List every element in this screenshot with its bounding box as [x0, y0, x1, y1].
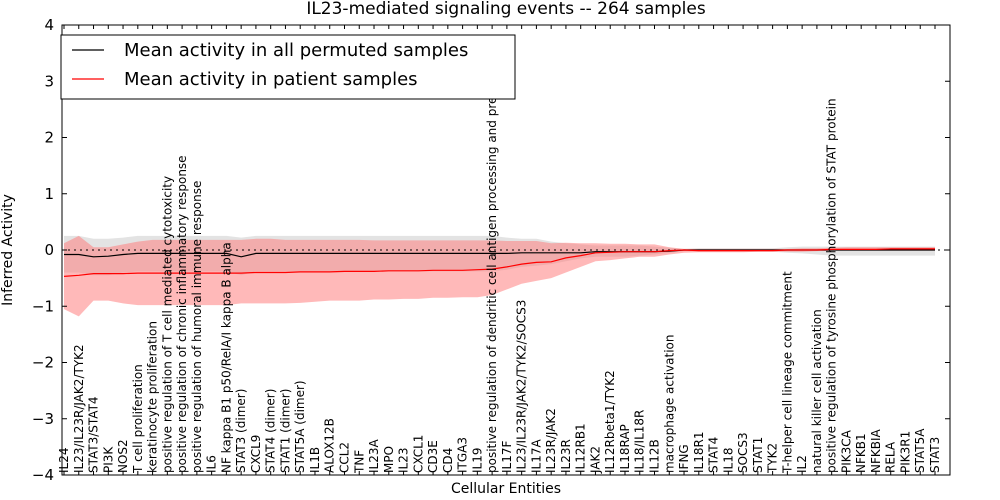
category-label: positive regulation of T cell mediated c…: [160, 176, 174, 473]
category-label: IL19: [470, 448, 484, 474]
category-label: natural killer cell activation: [810, 309, 824, 473]
legend-label-patient: Mean activity in patient samples: [124, 69, 418, 90]
x-ticks: [63, 25, 936, 475]
category-label: CD4: [441, 448, 455, 473]
category-label: STAT5A (dimer): [293, 380, 307, 473]
plot-frame: [61, 24, 951, 476]
x-axis-label: Cellular Entities: [451, 481, 561, 497]
category-label: IL2: [795, 455, 809, 473]
y-tick-label: −4: [32, 466, 54, 484]
category-label: NFKBIA: [869, 428, 883, 473]
line-patient-mean: [63, 248, 935, 277]
category-label: IL1B: [308, 447, 322, 473]
y-tick-label: 1: [44, 185, 54, 203]
category-label: STAT5A: [913, 428, 927, 473]
category-label: IL6: [205, 455, 219, 473]
category-label: CXCL1: [411, 435, 425, 473]
category-label: positive regulation of tyrosine phosphor…: [825, 98, 839, 473]
band-patient: [64, 235, 935, 317]
category-label: TNF: [352, 450, 366, 474]
category-label: IL23A: [367, 439, 381, 473]
category-label: STAT4 (dimer): [264, 389, 278, 473]
category-label: IL18R1: [692, 432, 706, 473]
category-label: STAT4: [707, 437, 721, 473]
y-tick-label: −2: [32, 354, 54, 372]
legend-box: [60, 34, 516, 100]
category-label: ITGA3: [456, 437, 470, 473]
category-label: IL23/IL23R/JAK2/TYK2/SOCS3: [515, 300, 529, 473]
category-label: NF kappa B1 p50/RelA/I kappa B alpha: [219, 242, 233, 473]
chart-title: IL23-mediated signaling events -- 264 sa…: [306, 0, 706, 19]
series-lines: [63, 248, 935, 277]
category-label: IL23R: [559, 439, 573, 473]
category-label: TYK2: [766, 443, 780, 474]
category-label: SOCS3: [736, 432, 750, 473]
category-label: CD3E: [426, 440, 440, 473]
legend: Mean activity in all permuted samples Me…: [60, 34, 516, 100]
category-label: keratinocyte proliferation: [146, 321, 160, 473]
category-label: PI3K: [101, 446, 115, 473]
category-label: STAT3: [928, 437, 942, 473]
y-axis-label: Inferred Activity: [0, 194, 16, 306]
category-label: T cell proliferation: [131, 364, 145, 474]
category-label: STAT3/STAT4: [87, 396, 101, 473]
category-label: IL12B: [648, 439, 662, 473]
category-label: IL18RAP: [618, 424, 632, 473]
category-label: IL17A: [529, 439, 543, 473]
category-label: IL23: [397, 448, 411, 474]
category-label: STAT1: [751, 437, 765, 473]
category-label: NOS2: [116, 439, 130, 473]
category-label: STAT1 (dimer): [278, 389, 292, 473]
category-label: IFNG: [677, 444, 691, 473]
category-labels: IL24 IL23/IL23R/JAK2/TYK2 STAT3/STAT4 PI3K N…: [57, 40, 942, 474]
category-label: PIK3CA: [839, 429, 853, 473]
category-label: IL17F: [500, 441, 514, 473]
category-label: T-helper cell lineage commitment: [780, 271, 794, 474]
y-tick-label: 0: [44, 241, 54, 259]
category-label: positive regulation of dendritic cell an…: [485, 40, 499, 473]
category-label: CXCL9: [249, 435, 263, 473]
confidence-bands: [64, 235, 935, 317]
y-tick-label: 3: [44, 72, 54, 90]
category-label: IL18: [721, 448, 735, 474]
category-label: NFKB1: [854, 433, 868, 473]
category-label: IL12Rbeta1/TYK2: [603, 370, 617, 473]
category-label: IL24: [57, 448, 71, 474]
y-tick-label: 4: [44, 16, 54, 34]
category-label: JAK2: [588, 446, 602, 474]
y-tick-label: 2: [44, 129, 54, 147]
category-label: PIK3R1: [898, 431, 912, 473]
category-label: IL23R/JAK2: [544, 408, 558, 473]
y-tick-label: −3: [32, 410, 54, 428]
category-label: ALOX12B: [323, 418, 337, 473]
category-label: RELA: [884, 441, 898, 473]
category-label: CCL2: [337, 442, 351, 473]
legend-label-permuted: Mean activity in all permuted samples: [124, 40, 468, 61]
y-tick-label: −1: [32, 297, 54, 315]
category-label: macrophage activation: [662, 335, 676, 473]
category-label: IL23/IL23R/JAK2/TYK2: [72, 344, 86, 473]
category-label: positive regulation of chronic inflammat…: [175, 155, 189, 473]
category-label: IL12RB1: [574, 423, 588, 473]
category-label: IL18/IL18R: [633, 410, 647, 473]
y-axis: −4 −3 −2 −1 0 1 2 3 4: [32, 16, 950, 484]
category-label: MPO: [382, 446, 396, 473]
category-label: STAT3 (dimer): [234, 389, 248, 473]
category-label: positive regulation of humoral immune re…: [190, 181, 204, 473]
